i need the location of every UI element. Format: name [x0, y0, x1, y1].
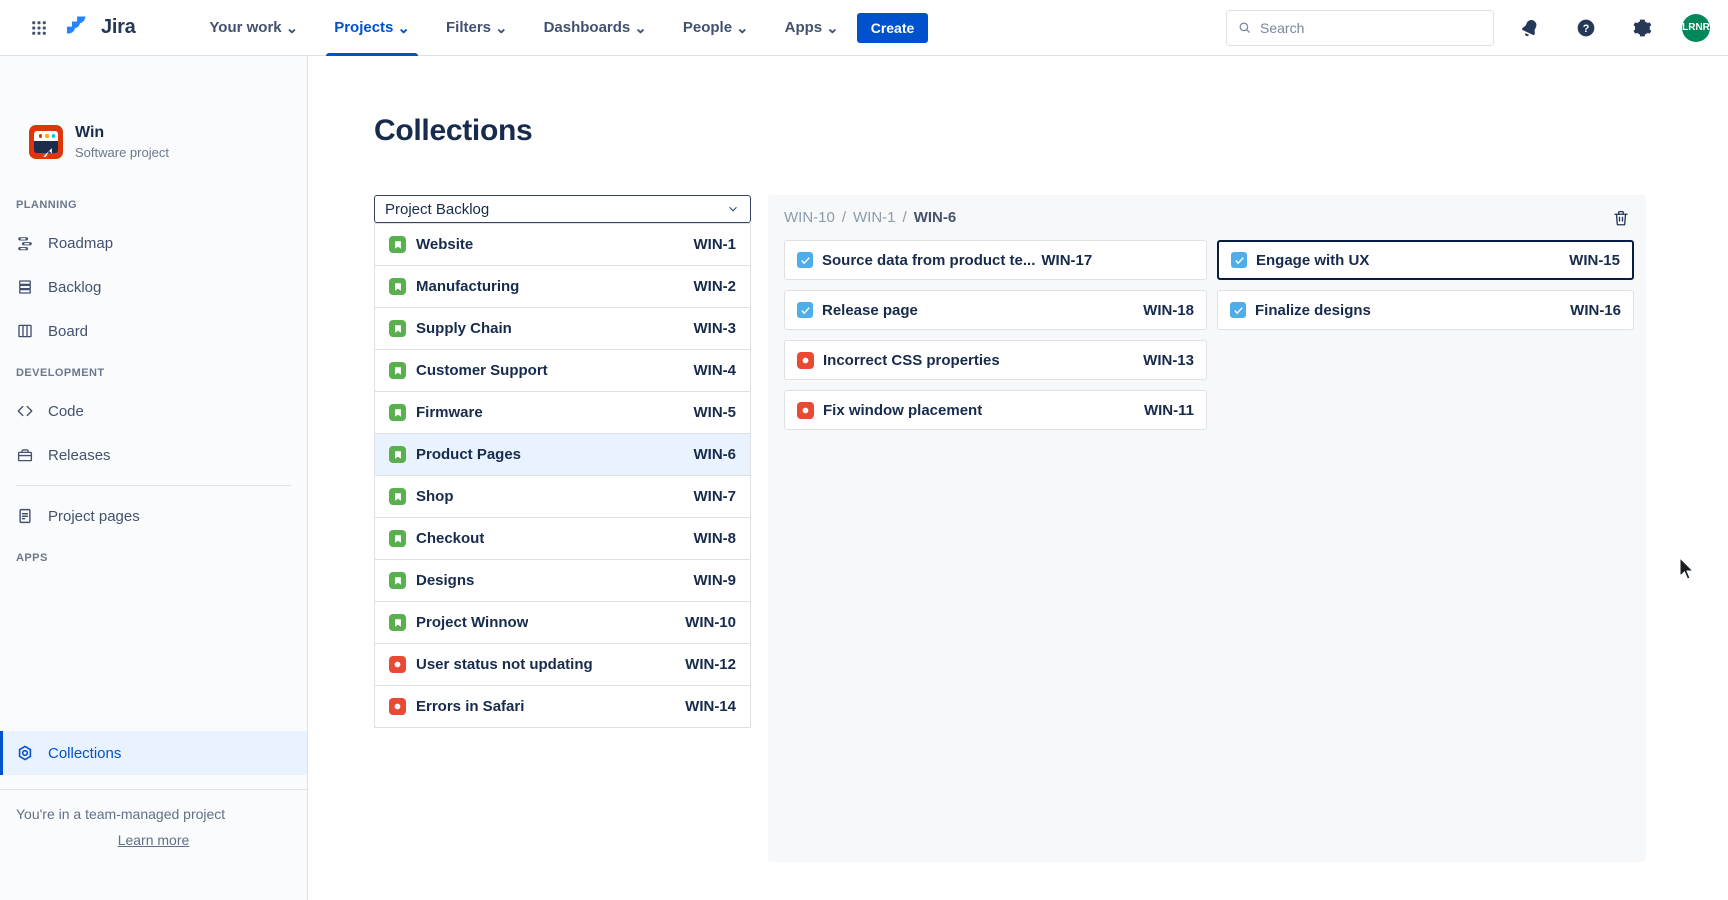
svg-text:?: ?: [1583, 22, 1590, 34]
